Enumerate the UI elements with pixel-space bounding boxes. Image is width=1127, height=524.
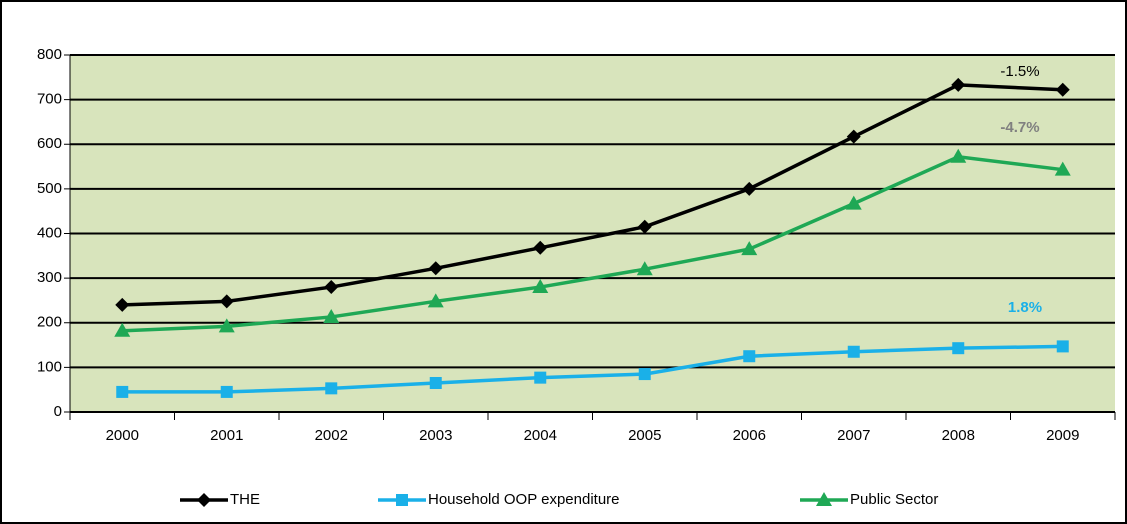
y-tick-label: 600 xyxy=(37,135,62,152)
marker xyxy=(1055,82,1070,97)
marker xyxy=(742,181,757,196)
x-tick-label: 2003 xyxy=(419,427,452,444)
y-tick-label: 500 xyxy=(37,180,62,197)
marker xyxy=(197,493,211,507)
marker xyxy=(220,385,233,398)
x-tick-label: 2007 xyxy=(837,427,870,444)
marker xyxy=(637,219,652,234)
x-tick-label: 2001 xyxy=(210,427,243,444)
marker xyxy=(533,240,548,255)
marker xyxy=(534,371,547,384)
series-line xyxy=(122,344,1063,394)
y-tick-label: 300 xyxy=(37,269,62,286)
x-tick-label: 2008 xyxy=(942,427,975,444)
y-tick-label: 700 xyxy=(37,91,62,108)
series-line xyxy=(122,83,1063,307)
series-line xyxy=(122,154,1063,333)
marker xyxy=(218,318,235,333)
y-tick-label: 0 xyxy=(54,403,62,420)
legend-item: Household OOP expenditure xyxy=(378,491,620,508)
x-tick-label: 2004 xyxy=(524,427,557,444)
annotation: -4.7% xyxy=(1000,119,1039,136)
marker xyxy=(116,385,129,398)
y-tick-label: 200 xyxy=(37,314,62,331)
marker xyxy=(323,308,340,323)
annotation: -1.5% xyxy=(1000,63,1039,80)
y-tick-label: 400 xyxy=(37,224,62,241)
x-tick-label: 2000 xyxy=(106,427,139,444)
marker xyxy=(846,129,861,144)
marker xyxy=(219,294,234,309)
marker xyxy=(950,148,967,163)
marker xyxy=(115,297,130,312)
x-tick-label: 2006 xyxy=(733,427,766,444)
x-tick-label: 2005 xyxy=(628,427,661,444)
marker xyxy=(845,195,862,210)
marker xyxy=(114,322,131,337)
annotation: 1.8% xyxy=(1008,299,1042,316)
legend-label: THE xyxy=(230,491,260,508)
x-tick-label: 2009 xyxy=(1046,427,1079,444)
marker xyxy=(324,280,339,295)
legend-item: THE xyxy=(180,491,260,508)
marker xyxy=(1056,340,1069,353)
legend-label: Household OOP expenditure xyxy=(428,491,620,508)
marker xyxy=(1054,161,1071,176)
marker xyxy=(429,376,442,389)
y-tick-label: 100 xyxy=(37,358,62,375)
marker xyxy=(951,77,966,92)
marker xyxy=(816,492,832,506)
marker xyxy=(532,279,549,294)
legend-label: Public Sector xyxy=(850,491,938,508)
marker xyxy=(847,345,860,358)
marker xyxy=(636,261,653,276)
legend-item: Public Sector xyxy=(800,491,938,508)
marker xyxy=(396,494,408,506)
marker xyxy=(427,293,444,308)
x-tick-label: 2002 xyxy=(315,427,348,444)
marker xyxy=(743,350,756,363)
marker xyxy=(428,261,443,276)
marker xyxy=(325,382,338,395)
y-tick-label: 800 xyxy=(37,46,62,63)
marker xyxy=(741,241,758,256)
marker xyxy=(638,368,651,381)
marker xyxy=(952,342,965,355)
